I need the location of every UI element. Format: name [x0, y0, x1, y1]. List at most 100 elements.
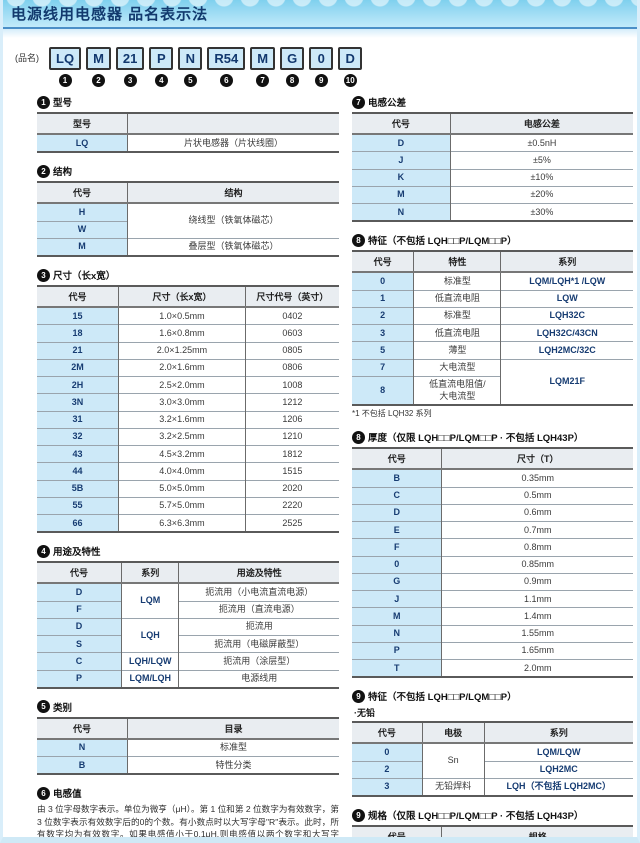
table-cell: 4.5×3.2mm — [118, 444, 246, 463]
section-heading-text: 特征（不包括 LQH□□P/LQM□□P） — [368, 236, 517, 248]
table-row: B 0.35mm — [352, 468, 633, 487]
table-row: E 0.7mm — [352, 520, 633, 539]
segment-number-badge: 9 — [314, 74, 328, 87]
table-row: 43 4.5×3.2mm 1812 — [37, 444, 339, 463]
part-segment-code: M — [250, 47, 276, 70]
table-cell: 5B — [37, 479, 119, 498]
table-cell: 18 — [37, 324, 119, 342]
table-footnote: *1 不包括 LQH32 系列 — [352, 409, 432, 419]
table-cell: D — [352, 503, 442, 522]
data-table: 代号 电感公差 D ±0.5nH J ±5% K ±10% M ±20% N ±30% — [352, 112, 633, 223]
table-cell: 大电流型 — [413, 358, 501, 377]
table-cell: 3 — [352, 777, 423, 796]
table-row: 0 0.85mm — [352, 555, 633, 574]
table-row: H 绕线型（铁氧体磁芯） — [37, 202, 339, 239]
part-segment-code: 21 — [115, 47, 145, 70]
segment-number-badge: 10 — [343, 74, 357, 87]
section-number-badge: 8 — [352, 233, 365, 247]
section-heading-text: 尺寸（长x宽） — [53, 271, 116, 282]
table-cell: 叠层型（铁氧体磁芯） — [127, 237, 339, 256]
table-cell: 扼流用（涂层型） — [178, 652, 339, 670]
table-cell: 0.5mm — [441, 486, 633, 505]
part-name-label: (品名) — [15, 53, 39, 63]
table-cell: ±20% — [449, 185, 633, 204]
section-number-badge: 3 — [37, 268, 50, 282]
column-header: 代号 — [352, 826, 442, 837]
part-number-diagram: (品名) LQ 1 M 2 21 3 P 4 N 5 R54 6 M 7 G 8 0 9 D 10 — [3, 38, 637, 89]
part-segment: D 10 — [338, 47, 363, 87]
table-cell: 薄型 — [413, 341, 501, 359]
table-cell: LQM/LQH — [121, 669, 179, 688]
description-paragraph: 由 3 位字母数字表示。单位为微亨（μH）。第 1 位和第 2 位数字为有效数字… — [37, 804, 339, 840]
table-cell: 0 — [352, 271, 414, 290]
right-column: 7 电感公差 代号 电感公差 D ±0.5nH J ±5% K ±10% M ±20% N ±30% 8 特征… — [352, 95, 633, 837]
section-structure: 2 结构 代号 结构 H 绕线型（铁氧体磁芯） W M 叠层型（铁氧体磁芯） — [37, 164, 339, 257]
table-row: P LQM/LQH 电源线用 — [37, 669, 339, 688]
section-tolerance: 7 电感公差 代号 电感公差 D ±0.5nH J ±5% K ±10% M ±20% N ±30% — [352, 95, 633, 223]
column-header: 代号 — [352, 448, 442, 471]
table-cell: B — [37, 756, 128, 775]
section-heading-text: 结构 — [53, 167, 73, 179]
section-number-badge: 5 — [37, 700, 50, 714]
part-segment-code: G — [280, 47, 305, 70]
table-row: 2H 2.5×2.0mm 1008 — [37, 375, 339, 394]
table-row: 3 低直流电阻 LQH32C/43CN — [352, 323, 633, 342]
table-cell: 3 — [352, 323, 414, 342]
table-cell: D — [37, 582, 122, 601]
section-feature9: 9 特征（不包括 LQH□□P/LQM□□P） ·无铅 代号 电极 系列 0 Sn LQM/LQ… — [352, 689, 633, 797]
table-cell: F — [37, 600, 122, 619]
column-header: 代号 — [352, 113, 451, 135]
column-header: 系列 — [483, 722, 633, 745]
table-cell: G — [352, 572, 442, 591]
table-cell: 0603 — [244, 324, 339, 342]
column-header: 代号 — [352, 722, 423, 745]
table-row: 2 标准型 LQH32C — [352, 306, 633, 325]
table-cell: 0.35mm — [441, 468, 633, 487]
table-cell: 1210 — [244, 427, 339, 446]
table-row: 0 Sn LQM/LQW — [352, 742, 633, 779]
section-heading-text: 用途及特性 — [53, 547, 101, 559]
column-header: 尺寸（T） — [441, 448, 633, 471]
table-cell: 0.7mm — [441, 520, 633, 539]
section-heading-text: 电感值 — [53, 789, 82, 801]
table-row: 55 5.7×5.0mm 2220 — [37, 496, 339, 515]
table-cell: 2.0×1.25mm — [118, 341, 246, 360]
table-row: M 1.4mm — [352, 607, 633, 625]
table-cell: 1206 — [244, 410, 339, 429]
column-header: 目录 — [127, 717, 339, 740]
table-row: N 标准型 — [37, 738, 339, 757]
table-cell: M — [37, 237, 128, 256]
section-number-badge: 7 — [352, 95, 365, 109]
column-header — [127, 113, 339, 135]
table-cell: 32 — [37, 427, 119, 446]
column-header: 电极 — [421, 722, 485, 745]
table-cell: 电源线用 — [178, 669, 339, 688]
table-cell: 1.6×0.8mm — [118, 324, 246, 342]
part-segment-code: LQ — [49, 47, 82, 70]
table-cell: LQH（不包括 LQH2MC） — [483, 777, 633, 796]
table-cell: 2 — [352, 306, 414, 325]
column-header: 代号 — [37, 562, 122, 585]
table-row: W — [37, 220, 339, 239]
section-heading: 9 规格（仅限 LQH□□P/LQM□□P · 不包括 LQH43P） — [352, 808, 633, 822]
left-column: 1 型号 型号 LQ 片状电感器（片状线圈） 2 结构 代号 结构 H 绕线型（铁氧体磁芯） W M 叠层… — [37, 95, 339, 840]
column-header: 用途及特性 — [178, 562, 339, 585]
data-table: 代号 尺寸（长x宽） 尺寸代号（英寸） 15 1.0×0.5mm 0402 18 1.6×0.… — [37, 285, 339, 534]
table-cell: N — [352, 203, 451, 222]
table-row: S 扼流用（电磁屏蔽型） — [37, 634, 339, 653]
table-cell: W — [37, 220, 128, 239]
data-table: 代号规格0/S标准型C良好的电流偏置特性类型H高规格型（低直流电阻/良好的偏置电… — [352, 825, 633, 837]
column-header: 结构 — [127, 182, 339, 205]
section-heading: 6 电感值 — [37, 786, 339, 800]
table-cell: 2H — [37, 375, 119, 394]
table-row: 44 4.0×4.0mm 1515 — [37, 462, 339, 480]
table-cell: 55 — [37, 496, 119, 515]
table-cell: ±0.5nH — [449, 133, 633, 152]
table-cell: LQH/LQW — [121, 652, 179, 670]
table-cell: LQM21F — [500, 358, 633, 406]
table-cell: LQM/LQW — [483, 742, 633, 761]
table-cell: 0 — [352, 742, 423, 761]
